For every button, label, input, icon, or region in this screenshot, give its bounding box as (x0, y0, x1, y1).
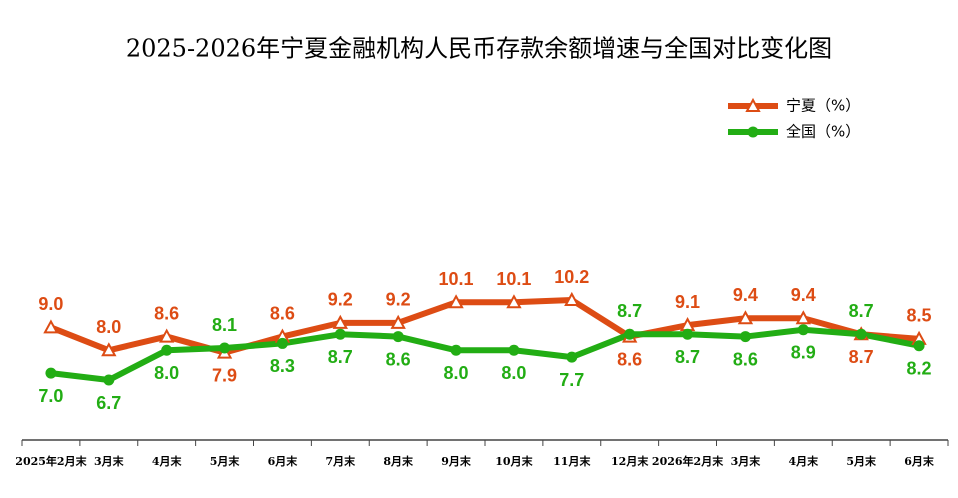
value-label: 8.6 (617, 349, 642, 369)
value-label: 10.2 (554, 267, 589, 287)
series-line (49, 297, 920, 356)
x-tick-label: 6月末 (268, 454, 299, 468)
marker (682, 328, 694, 340)
marker (795, 310, 811, 325)
value-label: 9.0 (38, 294, 63, 314)
x-tick-label: 4月末 (152, 454, 183, 468)
value-label: 7.7 (559, 370, 584, 390)
value-label: 7.0 (38, 386, 63, 406)
value-label: 8.7 (849, 301, 874, 321)
marker (103, 374, 115, 386)
marker (913, 340, 925, 352)
value-label: 8.0 (444, 363, 469, 383)
value-label: 8.0 (96, 317, 121, 337)
x-tick-label: 6月末 (904, 454, 935, 468)
x-tick-label: 5月末 (210, 454, 241, 468)
marker (448, 294, 464, 309)
marker (101, 342, 117, 357)
marker (276, 337, 288, 349)
value-label: 9.1 (675, 292, 700, 312)
marker (739, 331, 751, 343)
value-label: 8.5 (907, 306, 932, 326)
chart-title: 2025-2026年宁夏金融机构人民币存款余额增速与全国对比变化图 (126, 35, 832, 63)
value-label: 8.3 (270, 356, 295, 376)
marker (392, 331, 404, 343)
value-label: 6.7 (96, 393, 121, 413)
value-label: 9.4 (733, 285, 758, 305)
x-tick-label: 11月末 (553, 454, 591, 468)
value-label: 8.1 (212, 315, 237, 335)
value-label: 8.0 (154, 363, 179, 383)
marker (737, 310, 754, 325)
x-tick-label: 9月末 (441, 454, 472, 468)
value-label: 8.7 (849, 347, 874, 367)
x-tick-label: 7月末 (325, 454, 356, 468)
marker (161, 344, 173, 356)
marker (45, 367, 57, 379)
value-label: 8.6 (154, 303, 179, 323)
marker (159, 328, 175, 343)
legend-label: 宁夏（%） (786, 97, 860, 115)
x-tick-label: 4月末 (788, 454, 819, 468)
marker (624, 328, 636, 340)
x-tick-label: 5月末 (846, 454, 877, 468)
value-label: 8.2 (907, 358, 932, 378)
marker (566, 351, 578, 363)
value-label: 8.7 (328, 347, 353, 367)
series-line (50, 326, 920, 383)
marker (506, 294, 522, 309)
marker (332, 314, 348, 329)
marker (745, 97, 761, 112)
x-tick-label: 2026年2月末 (652, 454, 724, 468)
value-label: 8.6 (270, 303, 295, 323)
x-tick-label: 8月末 (383, 454, 414, 468)
value-label: 10.1 (439, 269, 474, 289)
x-tick-label: 10月末 (495, 454, 533, 468)
marker (334, 328, 346, 340)
value-label: 10.1 (496, 269, 531, 289)
value-label: 8.6 (386, 349, 411, 369)
value-label: 9.2 (386, 290, 411, 310)
legend-label: 全国（%） (786, 123, 860, 141)
marker (797, 324, 809, 336)
marker (508, 344, 520, 356)
value-label: 8.7 (617, 301, 642, 321)
marker (564, 291, 580, 306)
value-label: 9.2 (328, 290, 353, 310)
marker (855, 328, 867, 340)
value-label: 8.7 (675, 347, 700, 367)
value-label: 8.0 (501, 363, 526, 383)
x-tick-label: 2025年2月末 (15, 454, 87, 468)
marker (43, 319, 59, 334)
marker (747, 126, 759, 138)
x-tick-label: 3月末 (731, 454, 762, 468)
value-label: 8.6 (733, 349, 758, 369)
marker (390, 314, 406, 329)
value-label: 8.9 (791, 342, 816, 362)
x-tick-label: 3月末 (94, 454, 125, 468)
marker (450, 344, 462, 356)
value-label: 9.4 (791, 285, 816, 305)
value-label: 7.9 (212, 365, 237, 385)
x-tick-label: 12月末 (611, 454, 649, 468)
marker (219, 342, 231, 354)
